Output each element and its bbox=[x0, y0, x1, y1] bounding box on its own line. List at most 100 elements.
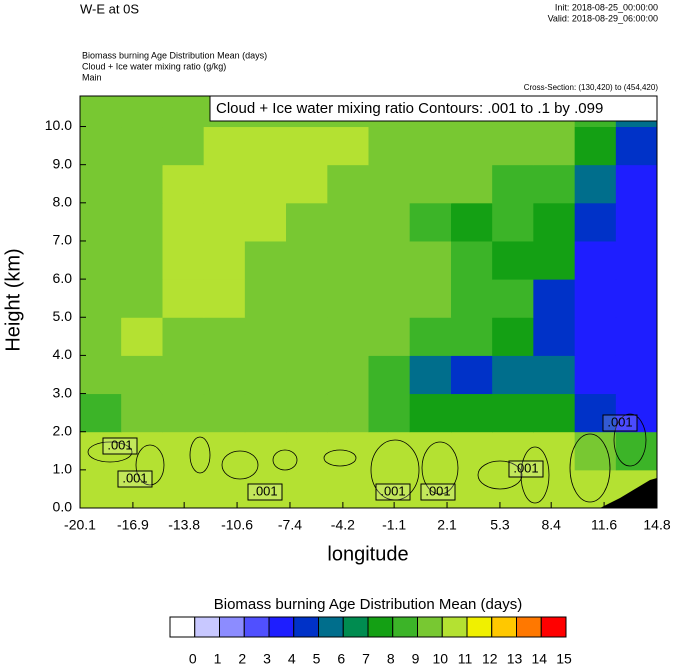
cell bbox=[327, 469, 369, 509]
y-tick-label: 10.0 bbox=[45, 117, 72, 133]
cell bbox=[244, 279, 287, 318]
contour-title: Cloud + Ice water mixing ratio Contours:… bbox=[216, 100, 603, 117]
cell bbox=[244, 164, 287, 204]
cell bbox=[574, 431, 617, 471]
x-tick-label: 11.6 bbox=[591, 517, 617, 533]
cell bbox=[368, 393, 411, 433]
x-tick-label: -10.6 bbox=[221, 517, 253, 533]
cell bbox=[409, 202, 452, 242]
cell bbox=[615, 431, 658, 471]
colorbar-label: 14 bbox=[531, 651, 547, 667]
contour-legend-box bbox=[209, 95, 658, 122]
cell bbox=[492, 164, 534, 204]
cell bbox=[327, 393, 369, 433]
colorbar-box bbox=[367, 616, 394, 638]
cell bbox=[450, 393, 493, 433]
contour-label-box bbox=[508, 460, 544, 478]
cell bbox=[450, 317, 493, 356]
colorbar-box bbox=[342, 616, 369, 638]
cell bbox=[80, 279, 122, 318]
cell bbox=[162, 431, 205, 471]
cell bbox=[615, 355, 658, 395]
cell bbox=[450, 202, 493, 242]
cell bbox=[574, 240, 617, 280]
colorbar-label: 12 bbox=[482, 651, 498, 667]
cell bbox=[574, 126, 617, 166]
cell bbox=[327, 126, 369, 166]
cell bbox=[244, 469, 287, 509]
cell bbox=[121, 126, 163, 166]
colorbar-box bbox=[219, 616, 245, 638]
cell bbox=[80, 469, 122, 509]
colorbar-title: Biomass burning Age Distribution Mean (d… bbox=[214, 596, 522, 613]
colorbar-box bbox=[491, 616, 517, 638]
colorbar-box bbox=[243, 616, 270, 638]
cell bbox=[492, 317, 534, 356]
cell bbox=[533, 126, 576, 166]
cell bbox=[203, 469, 246, 509]
contour-label: .001 bbox=[607, 414, 632, 429]
cell bbox=[409, 355, 452, 395]
colorbar-label: 1 bbox=[214, 651, 222, 667]
colorbar-box bbox=[441, 616, 468, 638]
colorbar-label: 5 bbox=[313, 651, 321, 667]
cell bbox=[203, 240, 246, 280]
y-tick-label: 4.0 bbox=[53, 346, 73, 362]
cell bbox=[244, 126, 287, 166]
field-name: Main bbox=[82, 72, 102, 82]
cell bbox=[450, 279, 493, 318]
contour-label-box bbox=[247, 483, 283, 501]
cell bbox=[286, 393, 328, 433]
cell bbox=[80, 317, 122, 356]
y-tick-label: 6.0 bbox=[53, 270, 73, 286]
cell bbox=[203, 279, 246, 318]
cell bbox=[244, 355, 287, 395]
cell bbox=[492, 393, 534, 433]
cell bbox=[80, 96, 122, 128]
cell bbox=[533, 164, 576, 204]
cell bbox=[492, 355, 534, 395]
colorbar-box bbox=[318, 616, 344, 638]
cell bbox=[574, 317, 617, 356]
y-axis-label: Height (km) bbox=[2, 248, 24, 351]
cell bbox=[162, 317, 205, 356]
cell bbox=[286, 469, 328, 509]
cell bbox=[409, 126, 452, 166]
cell bbox=[409, 240, 452, 280]
cell bbox=[533, 469, 576, 509]
colorbar-box bbox=[392, 616, 418, 638]
cell bbox=[450, 355, 493, 395]
cell bbox=[533, 431, 576, 471]
cell bbox=[121, 202, 163, 242]
colorbar-box bbox=[516, 616, 542, 638]
cell bbox=[409, 469, 452, 509]
field bbox=[80, 96, 658, 509]
colorbar-box bbox=[417, 616, 443, 638]
cell bbox=[327, 202, 369, 242]
cell bbox=[533, 317, 576, 356]
cell bbox=[409, 164, 452, 204]
contour-label: .001 bbox=[425, 483, 450, 498]
colorbar-label: 10 bbox=[432, 651, 448, 667]
contour-label: .001 bbox=[122, 470, 147, 485]
cell bbox=[121, 240, 163, 280]
cell bbox=[121, 393, 163, 433]
colorbar-label: 6 bbox=[337, 651, 345, 667]
cell bbox=[615, 240, 658, 280]
colorbar-box bbox=[194, 616, 220, 638]
cell bbox=[409, 279, 452, 318]
x-tick-label: -4.2 bbox=[331, 517, 355, 533]
colorbar-label: 13 bbox=[507, 651, 523, 667]
y-tick-label: 5.0 bbox=[53, 308, 73, 324]
cell bbox=[368, 355, 411, 395]
cell bbox=[368, 240, 411, 280]
cell bbox=[203, 317, 246, 356]
cell bbox=[615, 164, 658, 204]
cell bbox=[450, 126, 493, 166]
cell bbox=[162, 469, 205, 509]
colorbar-label: 3 bbox=[263, 651, 271, 667]
cell bbox=[162, 393, 205, 433]
cell bbox=[368, 202, 411, 242]
contour-label: .001 bbox=[107, 437, 132, 452]
